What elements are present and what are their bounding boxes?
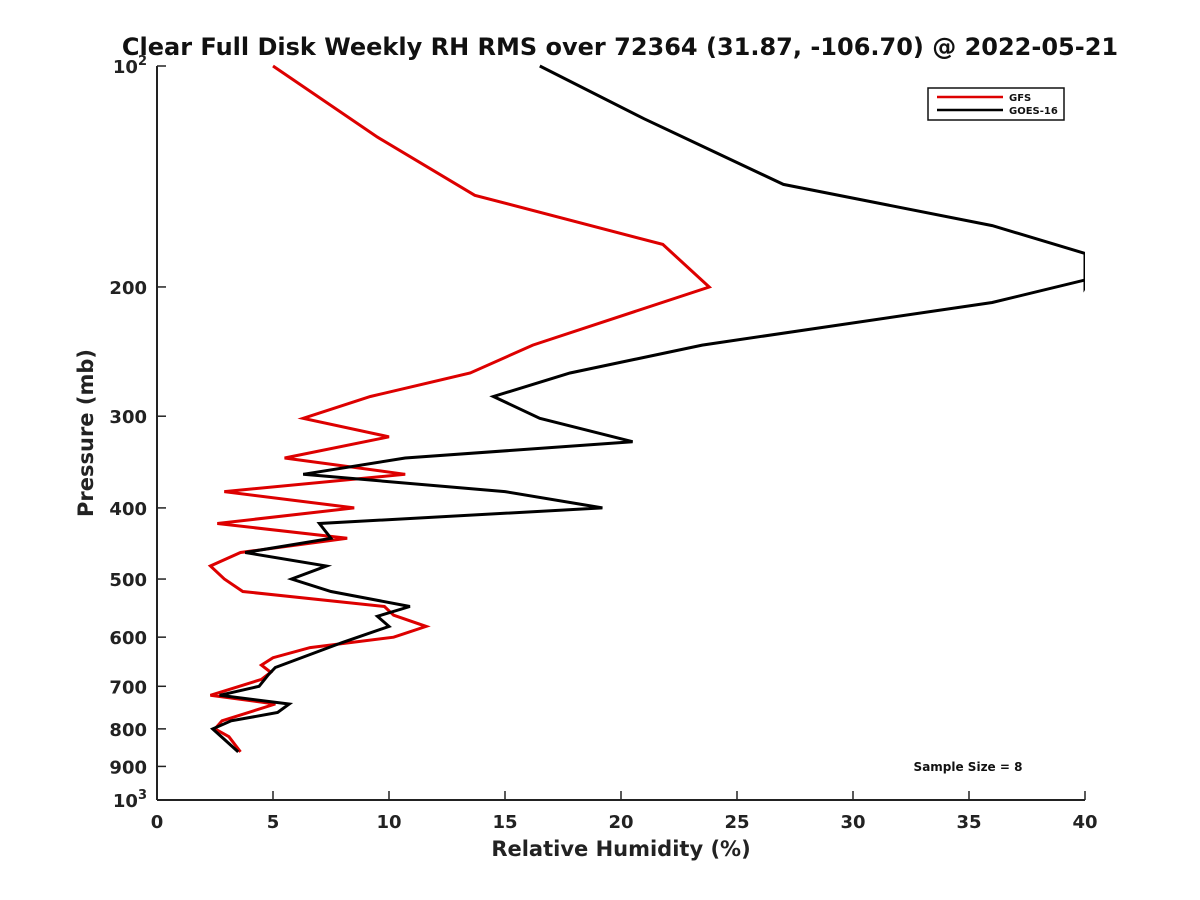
y-tick-label: 700 (109, 677, 147, 698)
y-tick-label: 103 (113, 788, 147, 812)
legend: GFS GOES-16 (927, 87, 1065, 121)
x-tick-label: 25 (724, 812, 749, 833)
x-tick-label: 40 (1072, 812, 1097, 833)
y-tick-label: 900 (109, 757, 147, 778)
y-tick-label: 600 (109, 628, 147, 649)
y-tick-label: 300 (109, 407, 147, 428)
x-ticks: 0 5 10 15 20 25 30 35 40 (151, 791, 1098, 833)
y-tick-label: 500 (109, 570, 147, 591)
x-tick-label: 20 (608, 812, 633, 833)
y-tick-label: 800 (109, 720, 147, 741)
chart-title: Clear Full Disk Weekly RH RMS over 72364… (122, 33, 1118, 61)
y-tick-label: 200 (109, 278, 147, 299)
y-tick-label: 102 (113, 54, 147, 78)
x-tick-label: 15 (492, 812, 517, 833)
x-tick-label: 5 (267, 812, 280, 833)
x-tick-label: 0 (151, 812, 164, 833)
x-tick-label: 35 (956, 812, 981, 833)
x-tick-label: 30 (840, 812, 865, 833)
y-ticks: 102 200 300 400 500 600 700 800 900 103 (109, 54, 166, 812)
y-tick-label: 400 (109, 499, 147, 520)
legend-label-gfs: GFS (1009, 93, 1031, 104)
series-line-gfs (207, 64, 713, 753)
x-tick-label: 10 (376, 812, 401, 833)
axes-layer: 0 5 10 15 20 25 30 35 40 102 200 300 400 500 600 700 80… (109, 54, 1097, 833)
plot-area (207, 64, 1085, 754)
series-line-goes16 (209, 64, 1085, 754)
series-layer (207, 64, 1085, 754)
y-axis-label: Pressure (mb) (74, 349, 98, 517)
x-axis-label: Relative Humidity (%) (491, 837, 750, 861)
legend-box (927, 87, 1065, 121)
sample-size-annotation: Sample Size = 8 (914, 760, 1023, 774)
legend-label-goes16: GOES-16 (1009, 106, 1058, 117)
